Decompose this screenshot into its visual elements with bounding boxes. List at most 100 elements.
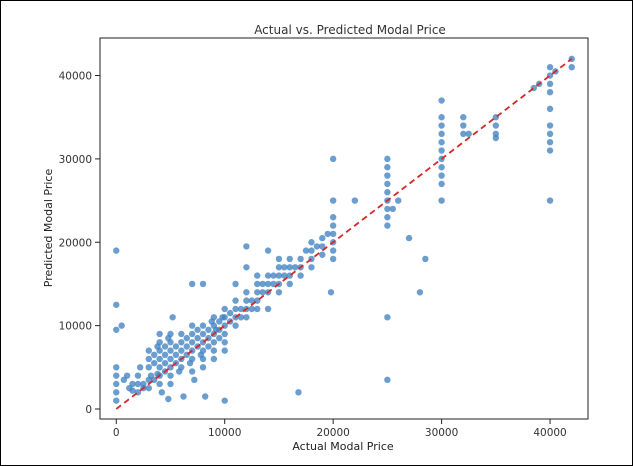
data-point — [308, 264, 315, 271]
data-point — [243, 243, 250, 250]
data-point — [416, 289, 424, 296]
data-point — [113, 326, 120, 333]
reference-line-group — [115, 58, 573, 410]
data-point — [151, 351, 158, 359]
data-point — [172, 351, 180, 359]
data-point — [465, 130, 472, 138]
data-point — [313, 243, 321, 250]
data-point — [243, 264, 250, 271]
data-point — [405, 234, 413, 242]
data-point — [259, 289, 266, 296]
data-point — [123, 372, 131, 379]
data-point — [226, 309, 234, 317]
data-point — [264, 247, 272, 254]
data-point — [210, 314, 218, 321]
data-point — [161, 359, 169, 367]
data-point — [329, 230, 337, 238]
data-point — [145, 347, 152, 354]
data-point — [158, 389, 166, 396]
data-point — [113, 247, 120, 254]
data-point — [113, 372, 120, 379]
data-point — [221, 330, 228, 338]
data-point — [297, 255, 304, 263]
data-point — [161, 343, 169, 350]
data-point — [167, 330, 174, 338]
data-point — [194, 334, 201, 342]
data-point — [156, 380, 163, 388]
data-point — [145, 355, 152, 363]
data-point — [292, 264, 299, 271]
data-point — [232, 280, 239, 288]
data-point — [183, 343, 190, 350]
data-point — [275, 272, 283, 279]
data-point — [199, 330, 207, 338]
data-point — [169, 314, 176, 321]
data-point — [297, 272, 304, 279]
data-point — [329, 255, 337, 263]
data-point — [384, 155, 391, 163]
data-point — [302, 247, 310, 254]
data-point — [329, 222, 337, 229]
data-point — [183, 334, 190, 342]
data-point — [232, 322, 239, 329]
data-point — [232, 305, 239, 313]
data-point — [180, 393, 187, 400]
data-point — [210, 339, 218, 346]
data-point — [199, 355, 207, 363]
data-point — [438, 164, 445, 171]
data-point — [156, 339, 163, 346]
data-point — [329, 197, 337, 204]
y-tick-label: 30000 — [59, 154, 92, 166]
data-point — [275, 264, 283, 271]
reference-line — [115, 58, 573, 410]
data-point — [205, 326, 212, 333]
data-point — [145, 364, 152, 371]
data-point — [546, 197, 554, 204]
data-point — [254, 272, 261, 279]
x-tick-label: 10000 — [208, 427, 241, 439]
data-point — [329, 155, 337, 163]
data-point — [384, 214, 391, 221]
data-point — [167, 339, 174, 346]
data-point — [275, 255, 283, 263]
data-point — [243, 297, 250, 304]
data-point — [438, 130, 445, 138]
data-point — [264, 280, 272, 288]
x-tick-label: 30000 — [425, 427, 458, 439]
data-point — [254, 289, 261, 296]
data-point — [156, 364, 163, 371]
data-point — [546, 105, 554, 113]
data-point — [129, 387, 136, 394]
data-point — [129, 380, 136, 388]
data-point — [286, 280, 293, 288]
data-point — [188, 322, 196, 329]
data-point — [118, 322, 125, 329]
data-point — [438, 197, 445, 204]
data-point — [167, 355, 174, 363]
data-point — [492, 122, 500, 129]
data-point — [546, 139, 554, 146]
data-point — [165, 395, 172, 403]
data-point — [270, 280, 277, 288]
data-point — [395, 197, 402, 204]
data-point — [384, 314, 391, 321]
x-tick-label: 20000 — [316, 427, 349, 439]
data-point — [243, 289, 250, 296]
chart-title: Actual vs. Predicted Modal Price — [254, 23, 446, 37]
data-point — [113, 301, 120, 308]
data-point — [167, 380, 174, 388]
plot-area-border — [99, 37, 589, 420]
data-point — [384, 164, 391, 171]
data-point — [199, 347, 207, 354]
data-point — [329, 247, 337, 254]
data-point — [384, 376, 391, 384]
data-point — [167, 347, 174, 354]
x-tick-label: 40000 — [533, 427, 566, 439]
y-axis-label: Predicted Modal Price — [42, 169, 55, 288]
data-point — [248, 297, 256, 304]
x-axis-label: Actual Modal Price — [292, 440, 394, 453]
data-points — [113, 55, 575, 404]
data-point — [384, 222, 391, 229]
axes: 0 10000 20000 30000 40000 0 10000 20000 30000 400… — [59, 37, 589, 439]
y-tick-label: 10000 — [59, 321, 92, 333]
